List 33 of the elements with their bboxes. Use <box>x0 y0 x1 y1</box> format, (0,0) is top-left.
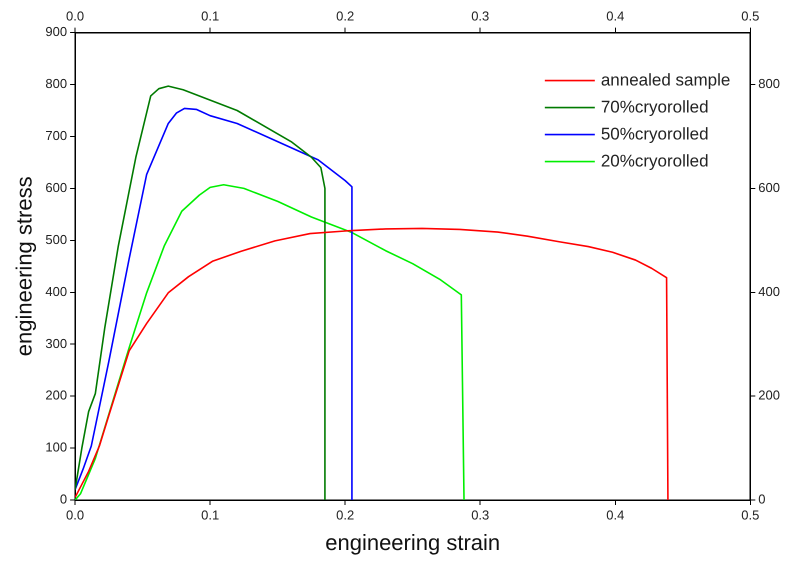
y-tick-label: 700 <box>45 128 68 144</box>
y2-tick-label: 200 <box>758 388 780 403</box>
x2-tick-label: 0.4 <box>606 8 624 24</box>
x2-tick-label: 0.5 <box>741 8 760 24</box>
x-tick-label: 0.2 <box>336 507 354 522</box>
y-tick-label: 800 <box>45 76 68 92</box>
y-tick-label: 300 <box>45 336 68 351</box>
y2-tick-label: 800 <box>758 76 780 92</box>
y2-tick-label: 0 <box>758 492 766 507</box>
x-tick-label: 0.5 <box>741 507 760 522</box>
x-tick-label: 0.3 <box>471 507 490 522</box>
x2-tick-label: 0.0 <box>66 8 84 24</box>
y-tick-label: 600 <box>45 180 68 195</box>
y2-tick-label: 400 <box>758 284 780 299</box>
y-tick-label: 500 <box>45 232 68 247</box>
legend-label: 50%cryorolled <box>600 124 709 144</box>
x2-tick-label: 0.3 <box>471 8 490 24</box>
x2-tick-label: 0.1 <box>201 8 220 24</box>
x-tick-label: 0.0 <box>66 507 84 522</box>
y-tick-label: 100 <box>45 440 68 455</box>
y-tick-label: 200 <box>45 388 68 403</box>
y-axis-title: engineering stress <box>11 176 36 356</box>
x-tick-label: 0.1 <box>201 507 220 522</box>
y-tick-label: 400 <box>45 284 68 299</box>
y-tick-label: 0 <box>60 492 68 507</box>
legend-label: 20%cryorolled <box>600 151 709 170</box>
x2-tick-label: 0.2 <box>336 8 354 24</box>
x-tick-label: 0.4 <box>606 507 624 522</box>
legend-label: annealed sample <box>600 70 730 90</box>
x-axis-title: engineering strain <box>325 530 500 555</box>
legend-label: 70%cryorolled <box>600 97 709 116</box>
y2-tick-label: 600 <box>758 180 780 195</box>
y-tick-label: 900 <box>45 24 68 40</box>
